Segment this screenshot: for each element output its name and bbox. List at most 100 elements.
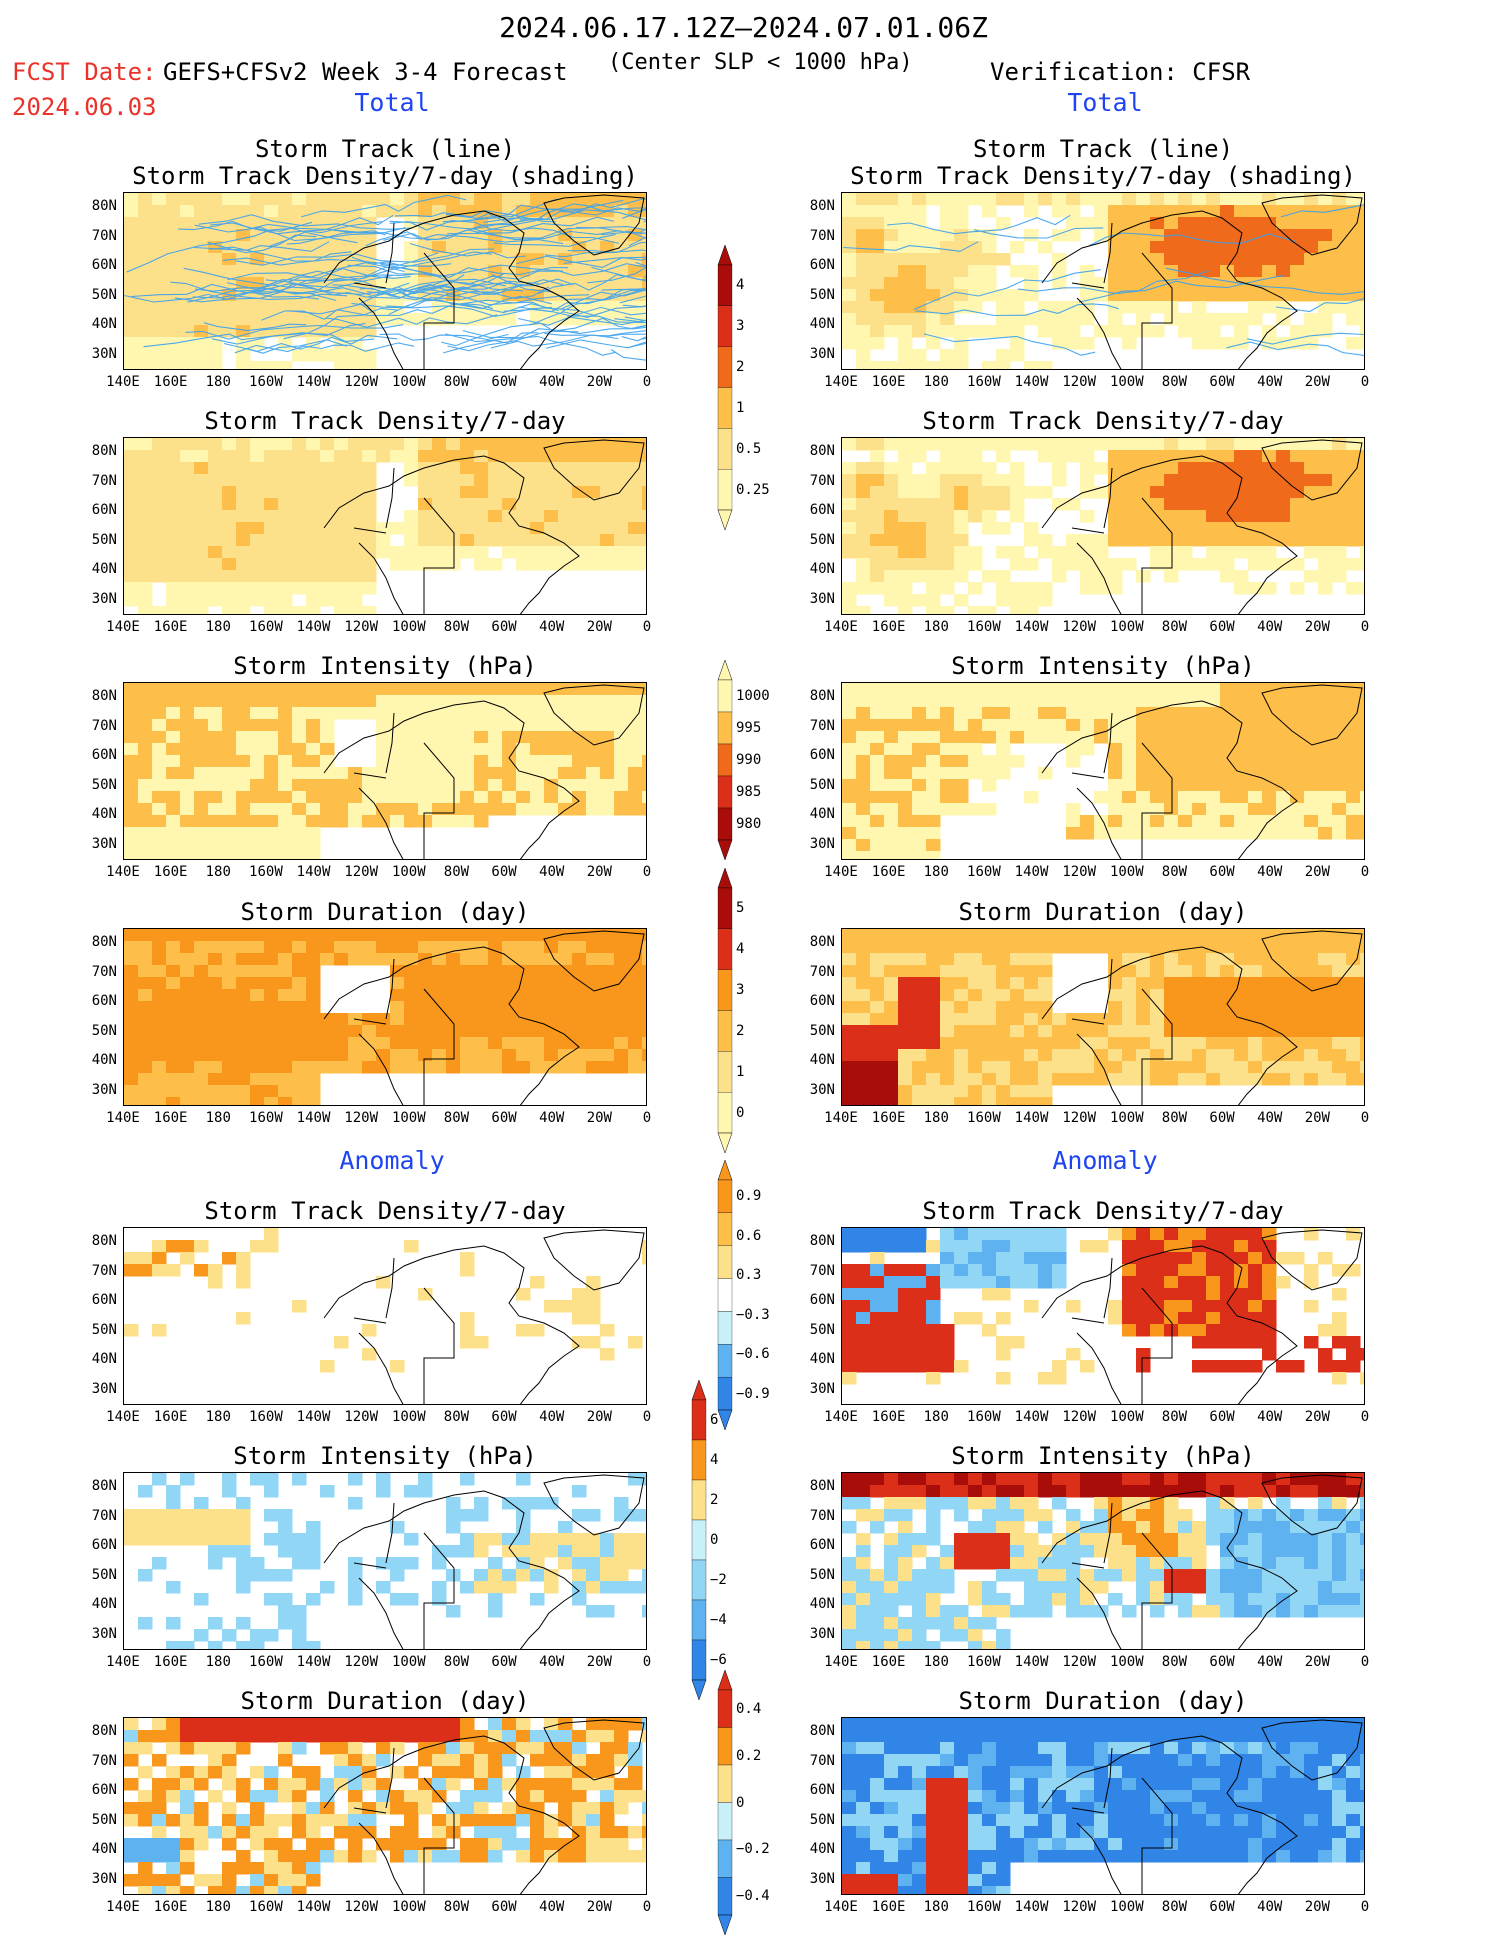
heatmap-cell xyxy=(320,438,335,451)
heatmap-cell xyxy=(968,1228,983,1241)
heatmap-cell xyxy=(1010,582,1025,595)
heatmap-cell xyxy=(968,695,983,708)
heatmap-cell xyxy=(194,791,209,804)
heatmap-cell xyxy=(954,486,969,499)
heatmap-cell xyxy=(278,767,293,780)
heatmap-cell xyxy=(1066,695,1081,708)
heatmap-cell xyxy=(912,1001,927,1014)
heatmap-cell xyxy=(1262,1049,1277,1062)
heatmap-cell xyxy=(194,941,209,954)
heatmap-cell xyxy=(926,1372,941,1385)
heatmap-cell xyxy=(1360,582,1365,595)
heatmap-cell xyxy=(194,1097,209,1106)
heatmap-cell xyxy=(222,743,237,756)
heatmap-cell xyxy=(1262,707,1277,720)
heatmap-cell xyxy=(1024,1581,1039,1594)
heatmap-cell xyxy=(488,989,503,1002)
heatmap-cell xyxy=(1038,1581,1053,1594)
heatmap-cell xyxy=(404,450,419,463)
heatmap-cell xyxy=(306,977,321,990)
heatmap-cell xyxy=(1206,462,1221,475)
heatmap-cell xyxy=(1024,1097,1039,1106)
heatmap-cell xyxy=(996,1593,1011,1606)
heatmap-cell xyxy=(236,929,251,942)
heatmap-cell xyxy=(1220,1025,1235,1038)
heatmap-cell xyxy=(418,450,433,463)
heatmap-cell xyxy=(940,522,955,535)
heatmap-cell xyxy=(884,325,899,338)
heatmap-cell xyxy=(544,1013,559,1026)
heatmap-cell xyxy=(1290,719,1305,732)
heatmap-cell xyxy=(1024,1473,1039,1486)
heatmap-cell xyxy=(1206,1049,1221,1062)
heatmap-cell xyxy=(1066,438,1081,451)
heatmap-cell xyxy=(572,719,587,732)
heatmap-cell xyxy=(1248,1336,1263,1349)
heatmap-cell xyxy=(166,1049,181,1062)
heatmap-cell xyxy=(432,1061,447,1074)
heatmap-cell xyxy=(236,1264,251,1277)
map-panel-verification-anom-intensity xyxy=(841,1472,1365,1650)
heatmap-cell xyxy=(1262,683,1277,696)
heatmap-cell xyxy=(940,325,955,338)
heatmap-cell xyxy=(124,731,139,744)
heatmap-cell xyxy=(940,486,955,499)
heatmap-cell xyxy=(1024,1240,1039,1253)
heatmap-cell xyxy=(1206,1001,1221,1014)
heatmap-cell xyxy=(306,719,321,732)
heatmap-cell xyxy=(898,1001,913,1014)
heatmap-cell xyxy=(194,510,209,523)
heatmap-cell xyxy=(1038,1085,1053,1098)
heatmap-cell xyxy=(124,498,139,511)
heatmap-cell xyxy=(884,462,899,475)
heatmap-cell xyxy=(460,546,475,559)
heatmap-cell xyxy=(250,1641,265,1650)
heatmap-cell xyxy=(1304,1061,1319,1074)
heatmap-cell xyxy=(940,989,955,1002)
heatmap-cell xyxy=(264,522,279,535)
heatmap-cell xyxy=(1066,755,1081,768)
heatmap-cell xyxy=(1262,779,1277,792)
heatmap-cell xyxy=(152,1557,167,1570)
heatmap-cell xyxy=(642,791,647,804)
heatmap-cell xyxy=(418,707,433,720)
heatmap-cell xyxy=(194,965,209,978)
heatmap-cell xyxy=(1010,1228,1025,1241)
heatmap-cell xyxy=(502,1581,517,1594)
heatmap-cell xyxy=(1290,510,1305,523)
heatmap-cell xyxy=(1178,1324,1193,1337)
heatmap-cell xyxy=(222,767,237,780)
heatmap-cell xyxy=(982,1228,997,1241)
heatmap-cell xyxy=(1206,1485,1221,1498)
heatmap-cell xyxy=(1136,683,1151,696)
heatmap-cell xyxy=(1262,1557,1277,1570)
heatmap-cell xyxy=(1248,253,1263,266)
heatmap-cell xyxy=(1332,683,1347,696)
heatmap-cell xyxy=(1262,965,1277,978)
heatmap-cell xyxy=(1346,1336,1361,1349)
heatmap-cell xyxy=(968,803,983,816)
heatmap-cell xyxy=(1164,570,1179,583)
heatmap-cell xyxy=(614,522,629,535)
heatmap-cell xyxy=(1346,755,1361,768)
heatmap-cell xyxy=(1136,815,1151,828)
heatmap-cell xyxy=(1304,755,1319,768)
heatmap-cell xyxy=(926,989,941,1002)
heatmap-cell xyxy=(1024,438,1039,451)
heatmap-cell xyxy=(488,755,503,768)
heatmap-cell xyxy=(1206,1288,1221,1301)
heatmap-cell xyxy=(236,1569,251,1582)
heatmap-cell xyxy=(1220,815,1235,828)
heatmap-cell xyxy=(1360,1521,1365,1534)
heatmap-cell xyxy=(1136,474,1151,487)
heatmap-cell xyxy=(1360,217,1365,230)
heatmap-cell xyxy=(870,534,885,547)
heatmap-cell xyxy=(1276,941,1291,954)
heatmap-cell xyxy=(194,1073,209,1086)
heatmap-cell xyxy=(236,462,251,475)
heatmap-cell xyxy=(488,474,503,487)
heatmap-cell xyxy=(1290,193,1305,206)
heatmap-cell xyxy=(530,1324,545,1337)
heatmap-cell xyxy=(1136,534,1151,547)
heatmap-cell xyxy=(474,1533,489,1546)
